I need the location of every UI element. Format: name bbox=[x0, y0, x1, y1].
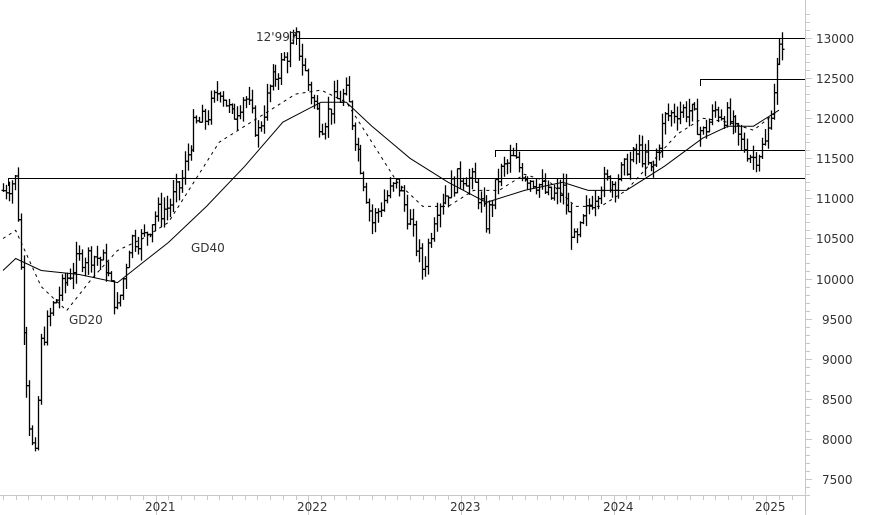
y-label-12500: 12500 bbox=[816, 72, 854, 86]
gd40-label: GD40 bbox=[191, 241, 225, 255]
gd20-line bbox=[2, 89, 780, 312]
x-axis-labels: 2021 2022 2023 2024 2025 bbox=[145, 500, 786, 514]
gd20-label: GD20 bbox=[69, 313, 103, 327]
y-label-7500: 7500 bbox=[822, 473, 853, 487]
y-label-13000: 13000 bbox=[816, 32, 854, 46]
y-label-11500: 11500 bbox=[816, 152, 854, 166]
high-value-label: 12'997 bbox=[256, 30, 297, 44]
y-label-10500: 10500 bbox=[816, 232, 854, 246]
horizontal-levels bbox=[8, 38, 805, 186]
y-axis-ticks bbox=[805, 14, 812, 496]
x-label-2025: 2025 bbox=[755, 500, 786, 514]
y-label-10000: 10000 bbox=[816, 273, 854, 287]
x-label-2022: 2022 bbox=[297, 500, 328, 514]
y-label-8500: 8500 bbox=[822, 393, 853, 407]
x-axis-ticks bbox=[3, 495, 793, 515]
axes bbox=[0, 0, 812, 515]
y-label-9500: 9500 bbox=[822, 313, 853, 327]
gd40-line bbox=[2, 101, 780, 284]
x-label-2021: 2021 bbox=[145, 500, 176, 514]
y-label-11000: 11000 bbox=[816, 192, 854, 206]
x-label-2023: 2023 bbox=[450, 500, 481, 514]
y-label-9000: 9000 bbox=[822, 353, 853, 367]
y-axis-labels: 13000 12500 12000 11500 11000 10500 1000… bbox=[816, 32, 854, 487]
y-label-8000: 8000 bbox=[822, 433, 853, 447]
price-bars bbox=[1, 27, 785, 452]
x-label-2024: 2024 bbox=[603, 500, 634, 514]
y-label-12000: 12000 bbox=[816, 112, 854, 126]
